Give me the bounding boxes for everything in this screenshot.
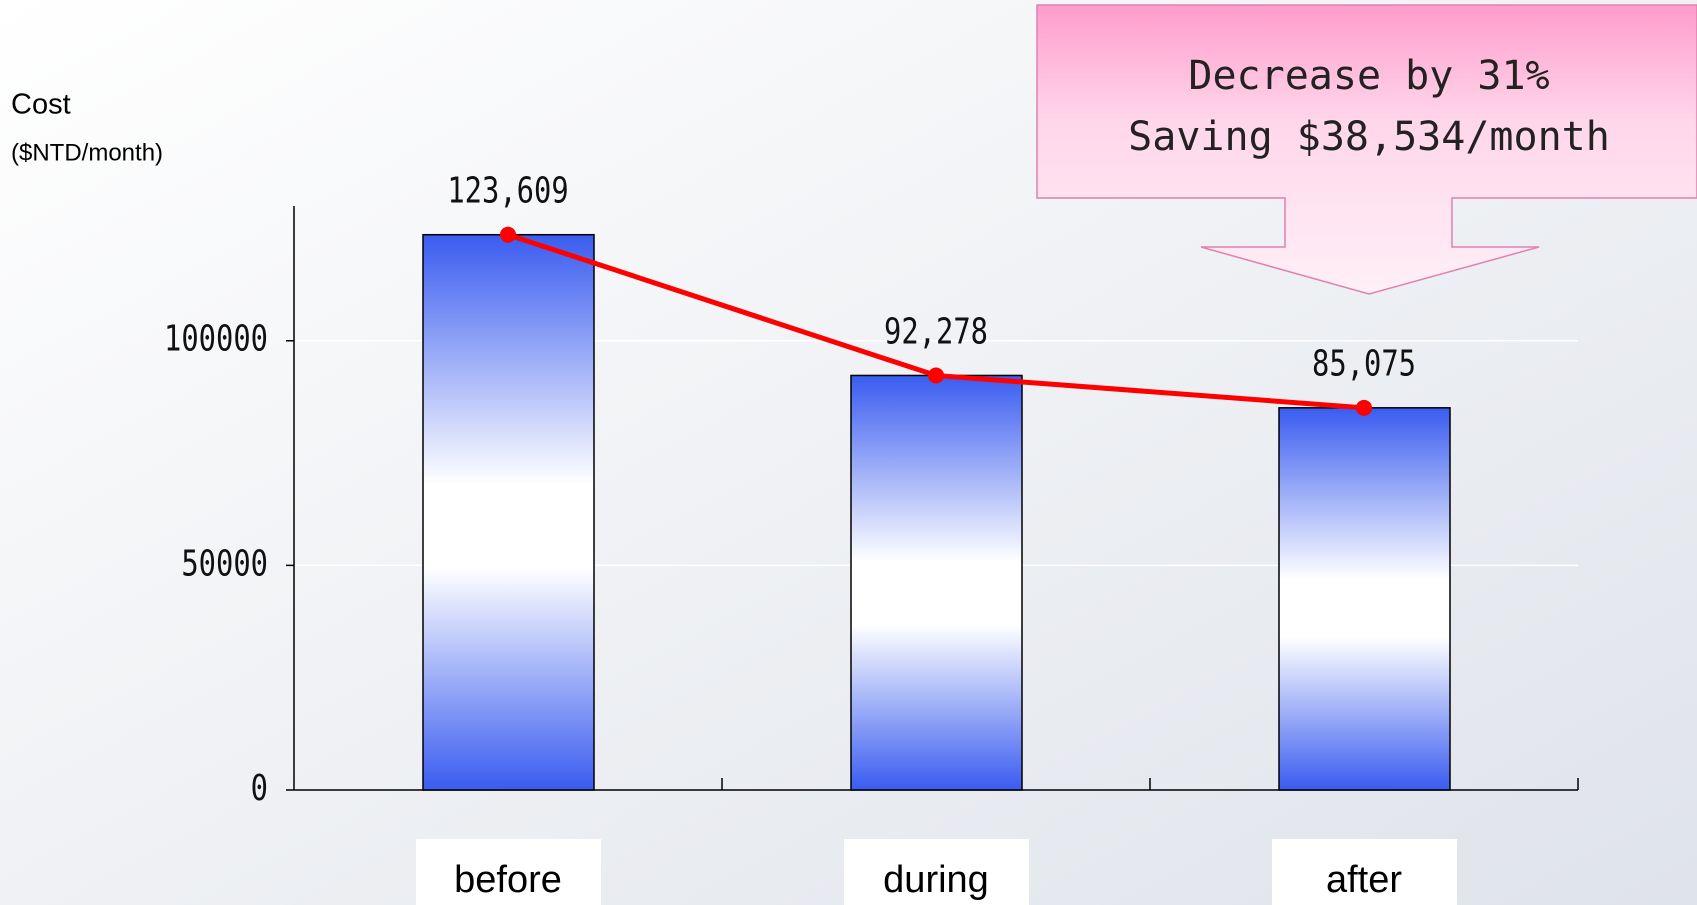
annotation: Saving $38,534/month: [1128, 114, 1610, 160]
axis-unit: ($NTD/month): [11, 139, 163, 166]
x-tick-label: before: [454, 859, 562, 901]
y-tick-label: 100000: [164, 318, 268, 360]
data-label: 85,075: [1312, 343, 1416, 385]
trend-point: [1356, 400, 1372, 416]
page: {"chart_data": {"type": "bar", "axis_tit…: [0, 0, 1697, 905]
x-tick-label: after: [1326, 859, 1402, 901]
data-label: 92,278: [884, 310, 988, 352]
axis-title: Cost: [11, 89, 71, 121]
x-tick-label: during: [883, 859, 989, 901]
trend-point: [500, 227, 516, 243]
trend-point: [928, 367, 944, 383]
y-tick-label: 0: [251, 767, 268, 809]
y-tick-label: 50000: [181, 542, 268, 584]
chart: Decrease by 31% Saving $38,534/month Cos…: [0, 0, 1697, 905]
annotation: Decrease by 31%: [1188, 53, 1549, 99]
bar: [1279, 408, 1450, 790]
bar: [423, 235, 594, 790]
bar: [851, 375, 1022, 790]
data-label: 123,609: [447, 170, 568, 212]
